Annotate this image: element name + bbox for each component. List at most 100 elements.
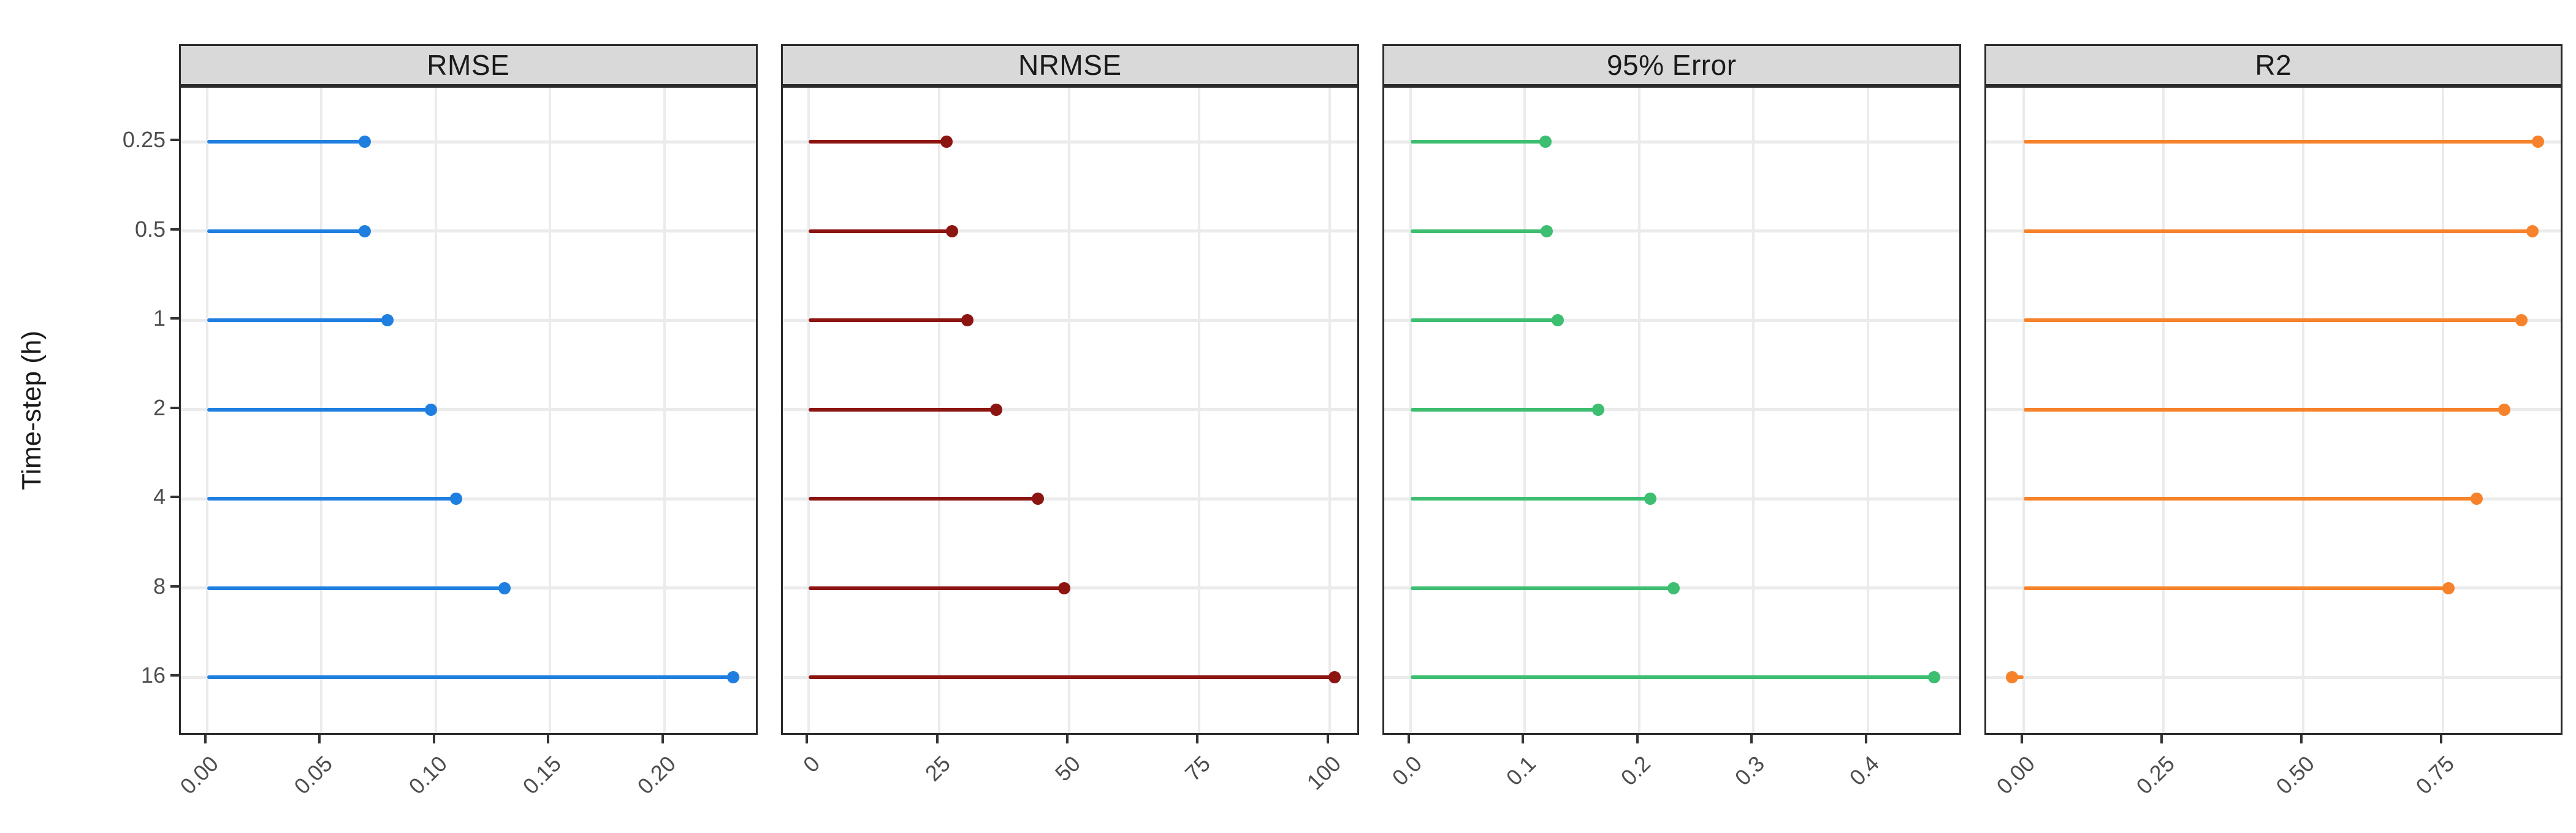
x-tick-label: 0.00 (1991, 751, 2040, 799)
gridline-horizontal (1384, 140, 1959, 144)
x-tick-label: 0.15 (517, 751, 566, 799)
x-tick-label: 25 (920, 751, 955, 786)
x-tick-label: 0.2 (1615, 751, 1655, 791)
lollipop-dot (1644, 493, 1657, 505)
x-tick-mark (2439, 735, 2442, 743)
lollipop-dot (990, 403, 1003, 416)
gridline-horizontal (181, 318, 756, 322)
lollipop-stem (207, 407, 432, 412)
y-tick-mark (170, 674, 179, 677)
lollipop-dot (1032, 493, 1045, 505)
lollipop-dot (450, 493, 463, 505)
lollipop-stem (1410, 407, 1598, 412)
x-tick-mark (1326, 735, 1329, 743)
x-tick-mark (547, 735, 550, 743)
x-tick-label: 0.20 (632, 751, 680, 799)
y-tick-label: 0.5 (134, 216, 166, 242)
facet-strip: NRMSE (780, 44, 1359, 86)
x-tick-label: 100 (1301, 751, 1346, 795)
facet-panel-NRMSE (780, 86, 1359, 735)
y-tick-label: 0.25 (122, 127, 166, 152)
y-tick-mark (170, 585, 179, 588)
gridline-horizontal (782, 229, 1357, 232)
gridline-horizontal (1986, 675, 2561, 679)
lollipop-dot (359, 136, 372, 148)
lollipop-dot (1057, 582, 1070, 594)
lollipop-dot (381, 314, 394, 326)
lollipop-stem (1410, 318, 1558, 322)
y-tick-mark (170, 139, 179, 141)
y-tick-mark (170, 228, 179, 231)
x-tick-mark (432, 735, 435, 743)
x-tick-label: 75 (1179, 751, 1216, 786)
lollipop-dot (498, 582, 511, 594)
lollipop-stem (207, 140, 365, 144)
facet-strip-title: NRMSE (1018, 49, 1122, 81)
lollipop-stem (2023, 407, 2505, 412)
lollipop-dot (726, 671, 739, 683)
lollipop-dot (359, 225, 372, 237)
x-tick-label: 0 (798, 751, 825, 778)
x-tick-label: 0.4 (1844, 751, 1884, 791)
lollipop-stem (1410, 675, 1934, 679)
lollipop-stem (1410, 497, 1651, 501)
lollipop-stem (2023, 229, 2532, 233)
lollipop-stem (809, 318, 968, 322)
y-tick-label: 4 (153, 484, 166, 509)
lollipop-stem (1410, 140, 1545, 144)
facet-strip-title: R2 (2255, 49, 2292, 81)
lollipop-stem (809, 140, 947, 144)
lollipop-stem (809, 586, 1064, 590)
x-tick-label: 0.75 (2410, 751, 2459, 799)
facet-strip: R2 (1984, 44, 2563, 86)
lollipop-stem (1410, 586, 1674, 590)
lollipop-stem (207, 497, 457, 501)
lollipop-stem (809, 497, 1038, 501)
lollipop-stem (207, 229, 365, 233)
lollipop-stem (809, 675, 1335, 679)
x-tick-mark (936, 735, 939, 743)
y-tick-mark (170, 496, 179, 498)
gridline-horizontal (782, 140, 1357, 144)
gridline-horizontal (1384, 229, 1959, 232)
x-tick-mark (1407, 735, 1410, 743)
lollipop-dot (1591, 403, 1604, 416)
x-tick-mark (204, 735, 207, 743)
lollipop-dot (2515, 314, 2528, 326)
lollipop-dot (1539, 136, 1552, 148)
x-tick-mark (2160, 735, 2163, 743)
lollipop-dot (1540, 225, 1553, 237)
lollipop-dot (1328, 671, 1341, 683)
x-tick-mark (1636, 735, 1639, 743)
gridline-horizontal (1384, 318, 1959, 322)
x-tick-label: 0.25 (2131, 751, 2179, 799)
x-tick-label: 0.10 (403, 751, 452, 799)
lollipop-dot (2532, 136, 2545, 148)
lollipop-dot (945, 225, 958, 237)
facet-strip-title: RMSE (427, 49, 510, 81)
lollipop-stem (2023, 586, 2449, 590)
lollipop-stem (207, 586, 505, 590)
lollipop-dot (2470, 493, 2483, 505)
x-tick-label: 0.0 (1387, 751, 1427, 791)
lollipop-dot (2006, 671, 2019, 683)
x-tick-label: 0.50 (2271, 751, 2319, 799)
gridline-horizontal (782, 497, 1357, 501)
lollipop-stem (809, 407, 997, 412)
gridline-horizontal (1384, 408, 1959, 411)
gridline-horizontal (1384, 497, 1959, 501)
lollipop-dot (2442, 582, 2455, 594)
gridline-horizontal (181, 408, 756, 411)
lollipop-dot (425, 403, 438, 416)
y-tick-label: 8 (153, 573, 166, 599)
lollipop-dot (961, 314, 974, 326)
gridline-horizontal (181, 497, 756, 501)
x-tick-label: 0.3 (1729, 751, 1770, 791)
lollipop-dot (940, 136, 953, 148)
lollipop-stem (207, 318, 388, 322)
facet-panel-R2 (1984, 86, 2563, 735)
lollipop-stem (1410, 229, 1547, 233)
facet-strip: RMSE (179, 44, 758, 86)
x-tick-mark (2300, 735, 2303, 743)
